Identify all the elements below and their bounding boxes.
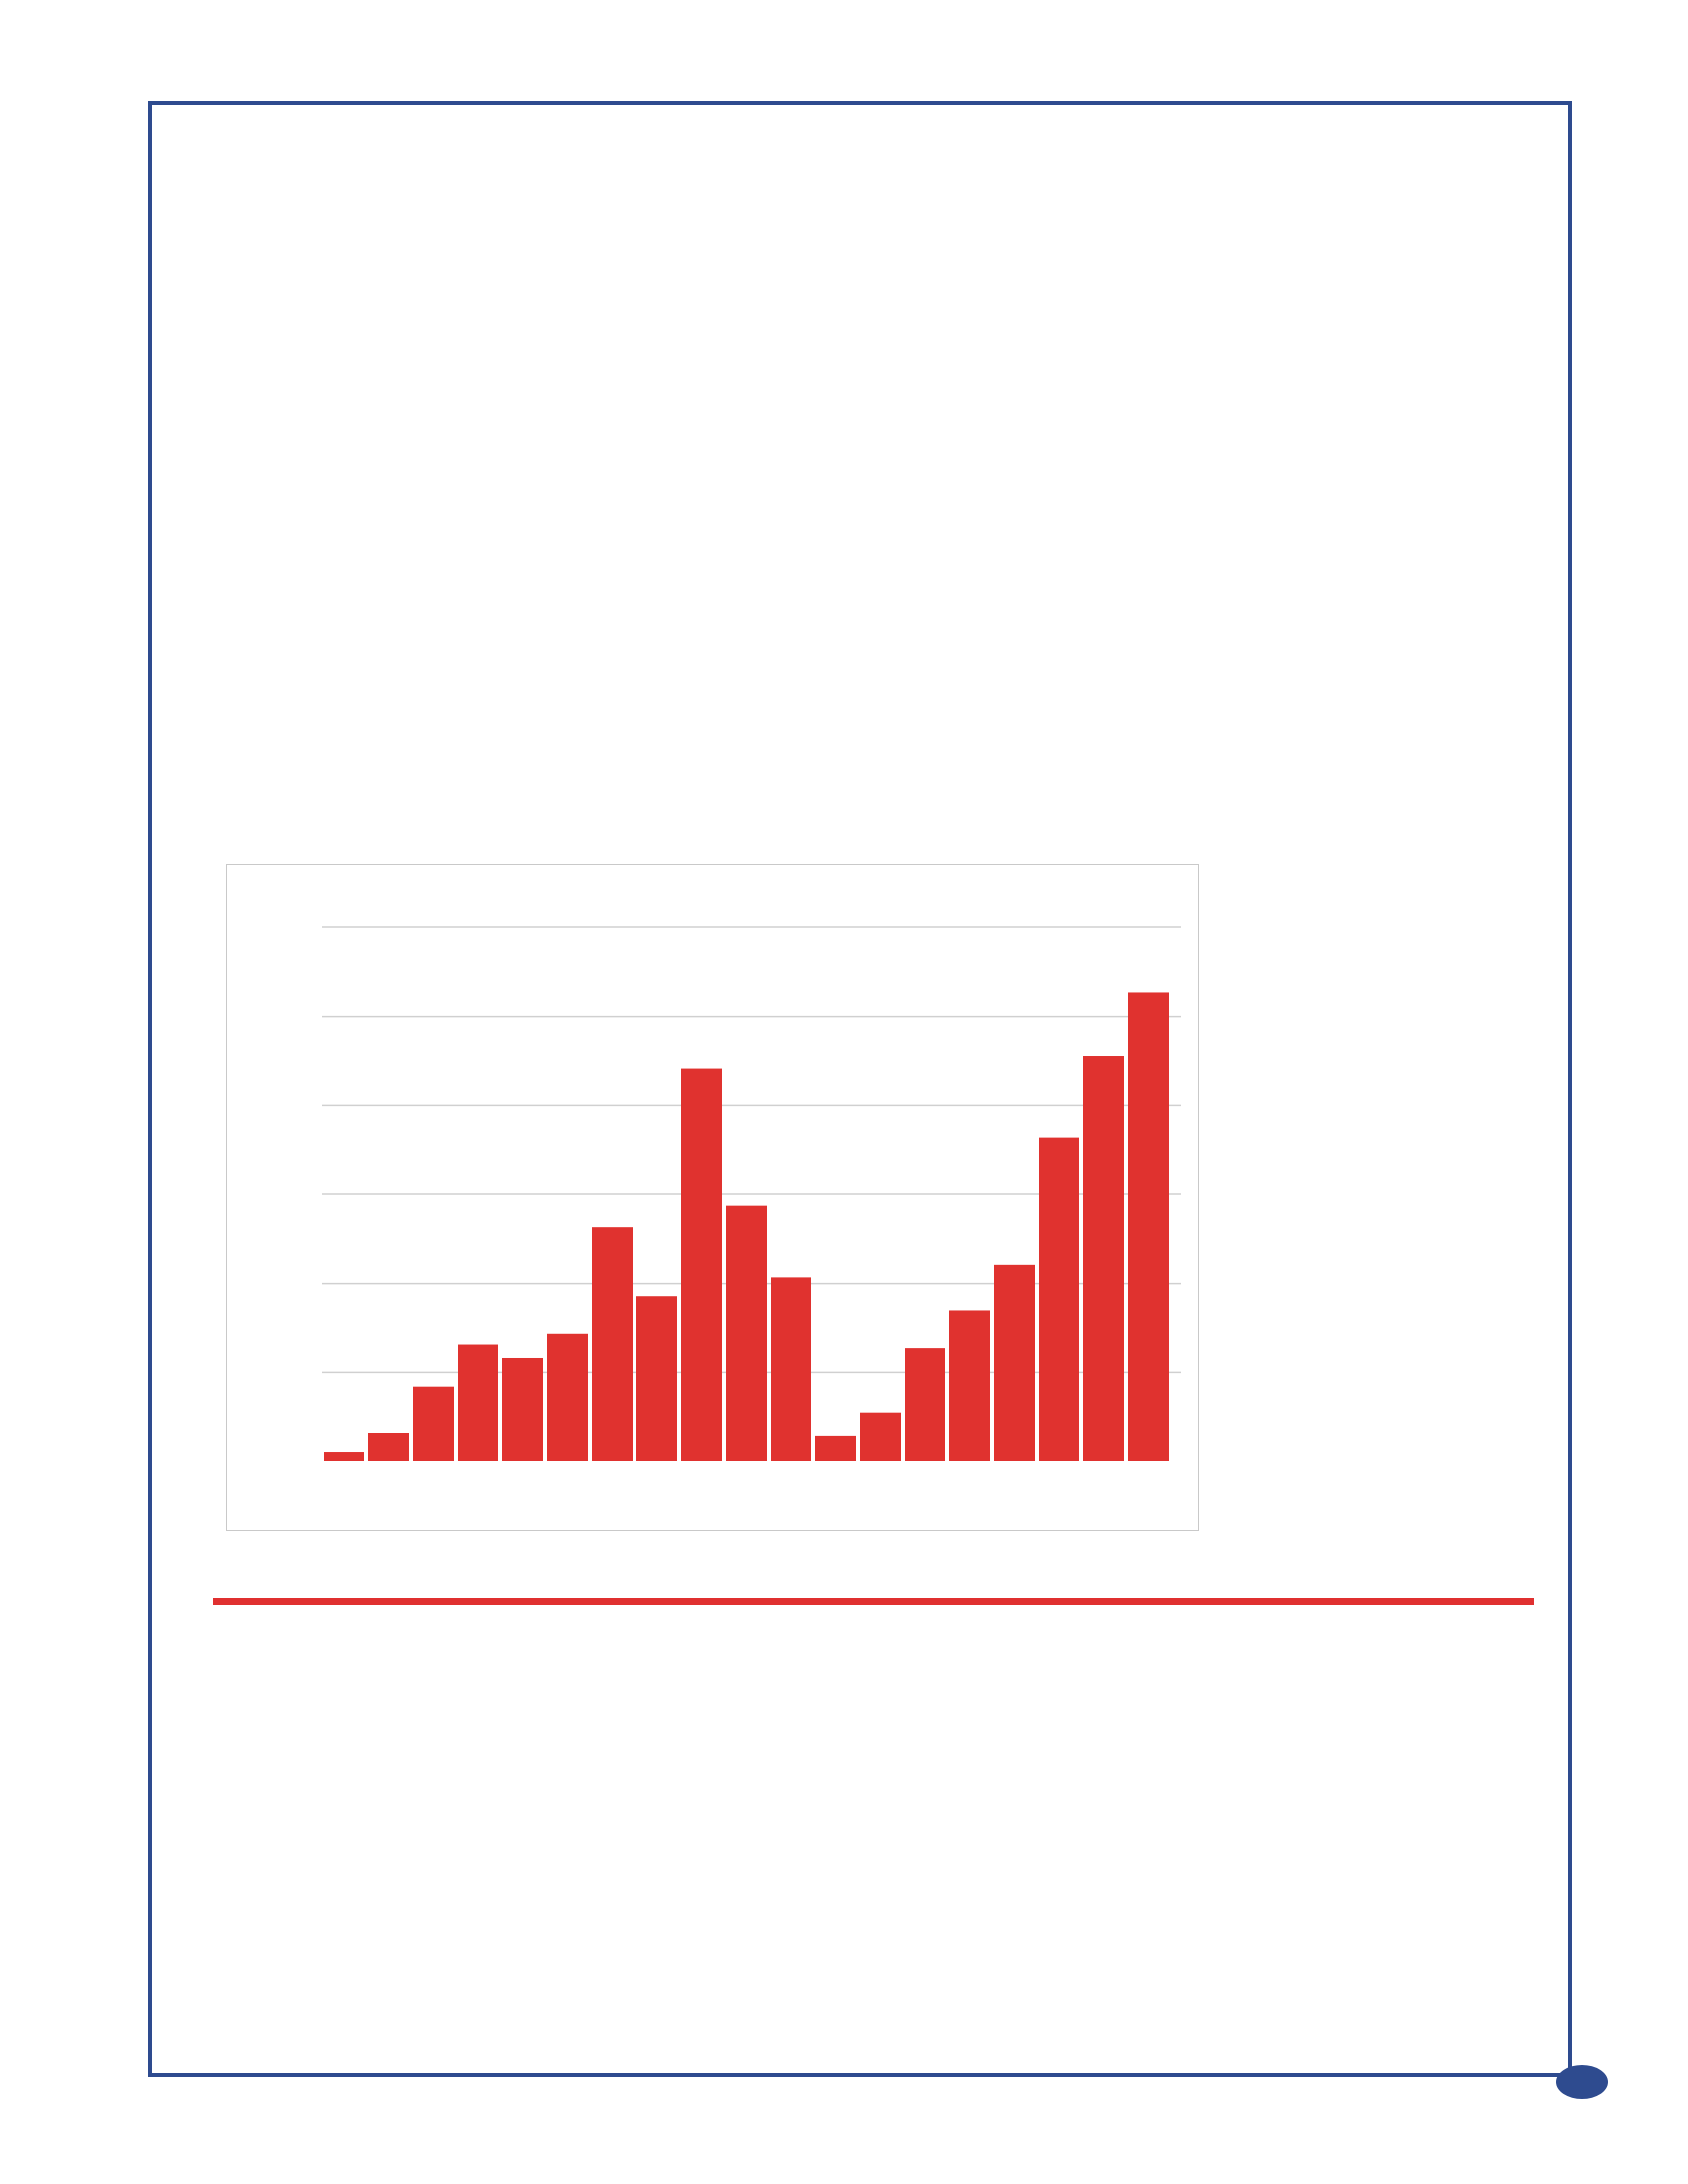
section-divider	[213, 1598, 1534, 1605]
bar	[368, 1433, 409, 1461]
bar	[860, 1412, 901, 1461]
bar	[636, 1296, 677, 1461]
bar	[547, 1333, 588, 1461]
bar	[994, 1264, 1035, 1461]
bar	[502, 1357, 543, 1461]
page-number-marker	[1556, 2065, 1608, 2099]
bar	[1039, 1137, 1079, 1461]
bar	[949, 1310, 990, 1461]
bar	[458, 1344, 498, 1461]
page-border	[148, 101, 1572, 2077]
bar-chart-plot	[322, 926, 1181, 1461]
bar	[1083, 1056, 1124, 1461]
bar	[1128, 992, 1169, 1461]
bar	[592, 1227, 633, 1461]
bar	[413, 1386, 454, 1461]
bar-chart	[226, 864, 1199, 1531]
bar	[905, 1348, 945, 1461]
bar	[324, 1452, 364, 1461]
bar	[771, 1277, 811, 1461]
bar	[815, 1435, 856, 1461]
bar	[681, 1068, 722, 1461]
bar	[726, 1205, 767, 1461]
